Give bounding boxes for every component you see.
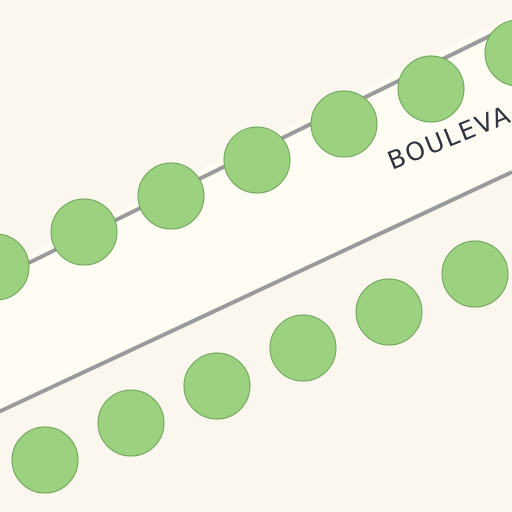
street-tree-icon (355, 278, 423, 346)
street-tree-icon (11, 426, 79, 494)
street-tree-icon (310, 90, 378, 158)
boulevard-south-edge (0, 170, 512, 414)
street-tree-icon (183, 352, 251, 420)
street-tree-icon (484, 20, 512, 86)
street-tree-icon (397, 55, 465, 123)
street-tree-icon (50, 198, 118, 266)
south-tree-row (11, 240, 509, 494)
street-tree-icon (223, 126, 291, 194)
street-tree-icon (137, 162, 205, 230)
street-tree-icon (97, 389, 165, 457)
north-tree-row (0, 20, 512, 301)
street-tree-icon (441, 240, 509, 308)
street-tree-icon (269, 314, 337, 382)
boulevard-road (0, 16, 512, 415)
street-tree-icon (0, 233, 30, 301)
